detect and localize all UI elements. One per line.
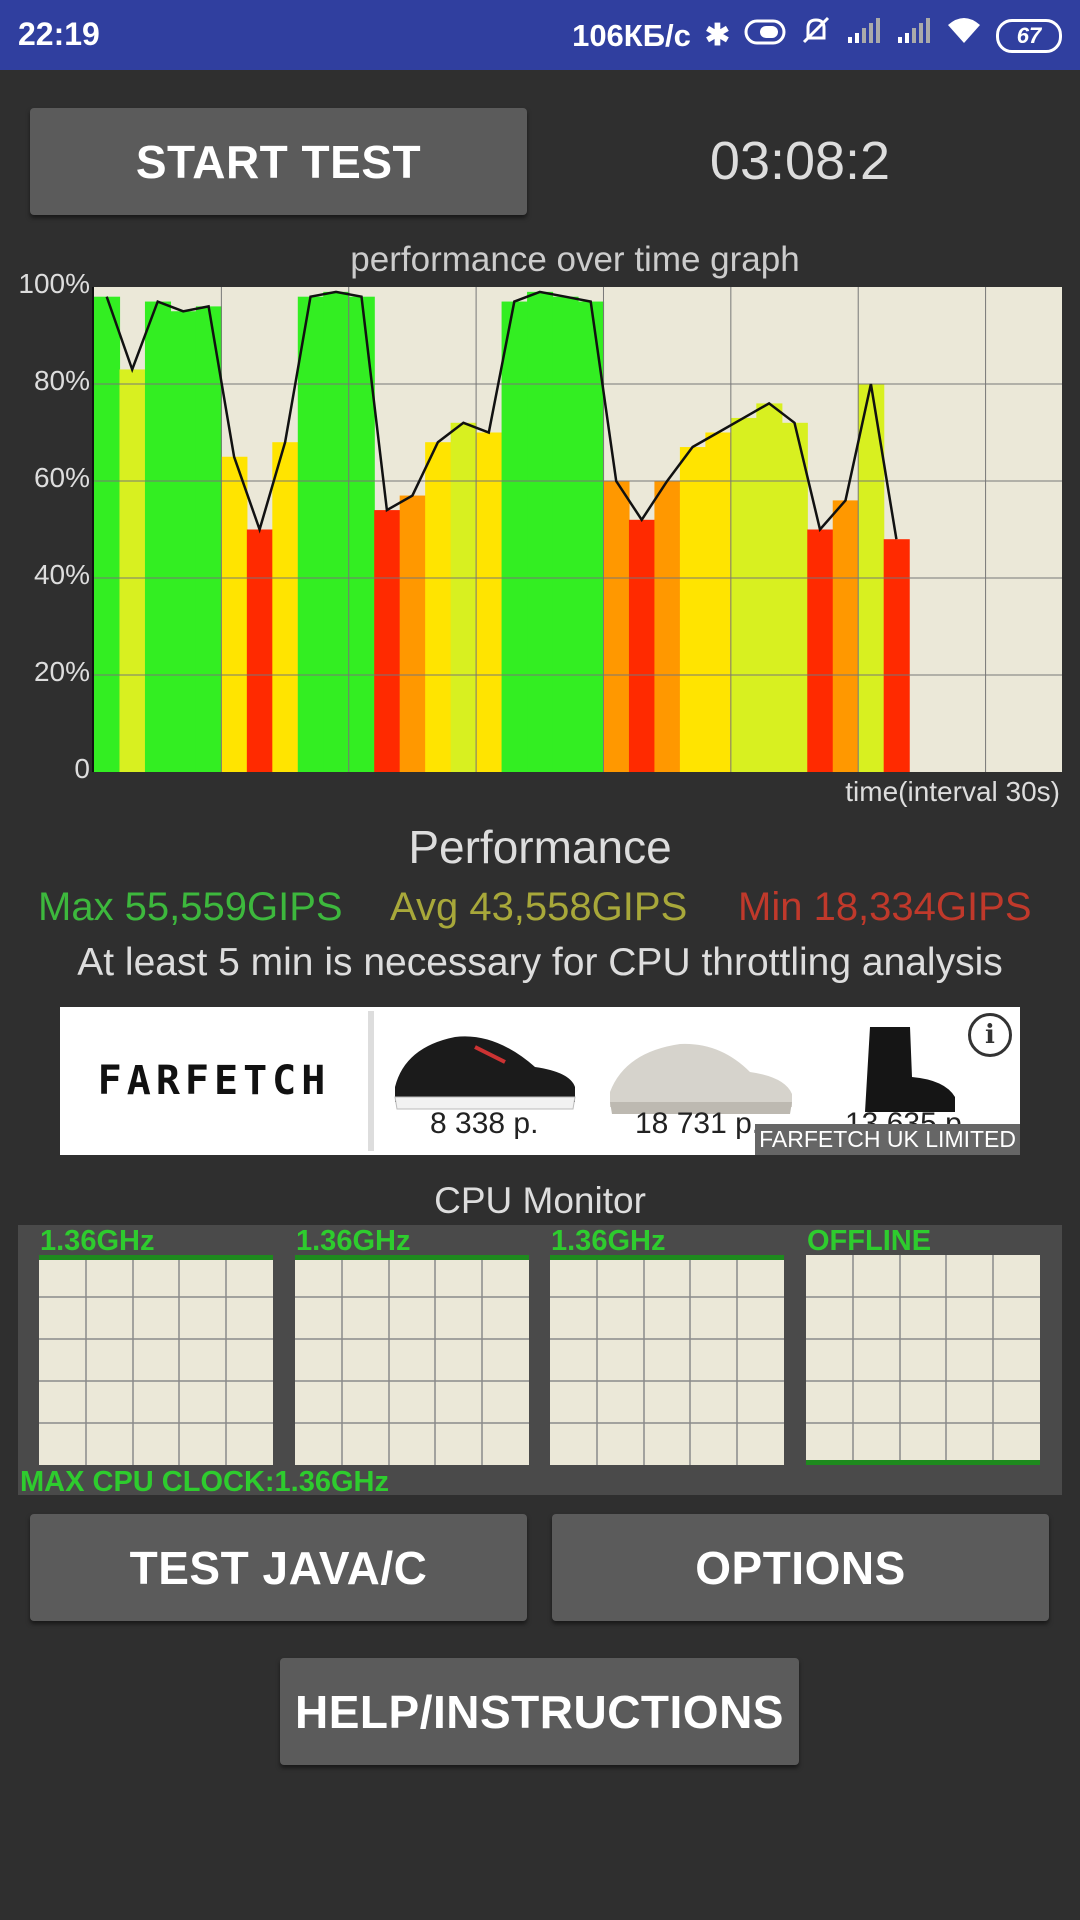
- core-graph: [806, 1255, 1040, 1465]
- shoe-image: [394, 1036, 576, 1110]
- info-icon[interactable]: i: [968, 1013, 1012, 1057]
- performance-title: Performance: [408, 821, 672, 873]
- performance-bar: [144, 301, 172, 772]
- status-time: 22:19: [18, 16, 100, 52]
- performance-bar: [552, 296, 579, 772]
- performance-chart-svg: [92, 287, 1062, 772]
- core-graph: [550, 1255, 784, 1465]
- test-java-c-button[interactable]: TEST JAVA/C: [30, 1514, 527, 1621]
- performance-bar: [170, 311, 197, 772]
- performance-bar: [94, 296, 121, 772]
- ad-price: 8 338 р.: [430, 1107, 539, 1140]
- performance-bar: [578, 301, 605, 772]
- performance-line: [105, 290, 898, 540]
- performance-bar: [119, 369, 146, 772]
- performance-bar: [297, 296, 324, 772]
- boot-image: [865, 1027, 955, 1112]
- y-tick-label: 0: [74, 753, 90, 784]
- ad-divider: [368, 1011, 374, 1151]
- graph-title: performance over time graph: [350, 240, 800, 279]
- core-graph: [39, 1255, 273, 1465]
- shoe-image: [610, 1043, 792, 1114]
- ad-advertiser: FARFETCH UK LIMITED: [755, 1124, 1020, 1155]
- y-tick-label: 100%: [18, 268, 90, 299]
- performance-bar: [399, 495, 426, 772]
- test-timer: 03:08:2: [709, 131, 891, 191]
- performance-bar: [272, 442, 299, 772]
- battery-icon: 67: [996, 18, 1062, 53]
- core-graph-grid: [295, 1255, 529, 1465]
- status-bar: 22:19 106КБ/с ✱ 67: [0, 0, 1080, 70]
- performance-bar: [679, 447, 706, 772]
- ad-price: 18 731 р.: [635, 1107, 761, 1140]
- avg-gips: Avg 43,558GIPS: [390, 885, 688, 929]
- bluetooth-icon: ✱: [704, 18, 730, 52]
- options-button[interactable]: OPTIONS: [552, 1514, 1049, 1621]
- x-axis-label: time(interval 30s): [845, 776, 1060, 807]
- core-frequency: 1.36GHz: [551, 1225, 666, 1257]
- performance-bar: [450, 422, 477, 772]
- performance-bar: [501, 301, 528, 772]
- signal-icon: [896, 16, 932, 56]
- performance-bar: [425, 442, 452, 772]
- network-speed: 106КБ/с: [572, 17, 691, 53]
- performance-bar: [756, 403, 783, 772]
- performance-bar: [781, 422, 808, 772]
- graph-grid: [92, 287, 1062, 772]
- ad-banner[interactable]: FARFETCH 8 338 р. 18 731 р. 13 635 р. i …: [60, 1007, 1020, 1155]
- toggle-icon: [744, 16, 786, 56]
- core-graph-grid: [39, 1255, 273, 1465]
- cpu-monitor-title: CPU Monitor: [434, 1180, 646, 1221]
- performance-bar: [221, 456, 248, 772]
- performance-bar: [603, 481, 630, 772]
- wifi-icon: [946, 15, 982, 56]
- start-test-button[interactable]: START TEST: [30, 108, 527, 215]
- performance-bar: [832, 500, 859, 772]
- performance-bar: [374, 510, 401, 772]
- performance-bar: [476, 432, 503, 772]
- performance-bar: [883, 539, 910, 772]
- core-status: OFFLINE: [807, 1225, 932, 1257]
- help-instructions-button[interactable]: HELP/INSTRUCTIONS: [280, 1658, 799, 1765]
- y-tick-label: 20%: [33, 656, 90, 687]
- core-frequency: 1.36GHz: [40, 1225, 155, 1257]
- performance-bar: [654, 481, 681, 772]
- performance-bar: [323, 291, 350, 772]
- ad-brand-logo: FARFETCH: [97, 1058, 331, 1104]
- mute-icon: [800, 14, 832, 57]
- performance-bar: [195, 306, 222, 772]
- max-gips: Max 55,559GIPS: [38, 885, 343, 929]
- throttling-note: At least 5 min is necessary for CPU thro…: [77, 941, 1003, 984]
- performance-bar: [628, 519, 656, 772]
- min-gips: Min 18,334GIPS: [738, 885, 1032, 929]
- core-frequency: 1.36GHz: [296, 1225, 411, 1257]
- signal-icon: [846, 16, 882, 56]
- y-tick-label: 60%: [33, 462, 90, 493]
- status-icons: 106КБ/с ✱ 67: [572, 14, 1062, 57]
- performance-bar: [705, 432, 732, 772]
- performance-graph: [92, 287, 1062, 772]
- max-cpu-clock: MAX CPU CLOCK:1.36GHz: [20, 1466, 389, 1498]
- y-tick-label: 40%: [33, 559, 90, 590]
- core-graph-grid: [806, 1255, 1040, 1465]
- core-graph-grid: [550, 1255, 784, 1465]
- performance-bar: [807, 529, 834, 772]
- performance-bar: [730, 417, 757, 772]
- performance-bar: [246, 529, 273, 772]
- y-tick-label: 80%: [33, 365, 90, 396]
- core-graph: [295, 1255, 529, 1465]
- performance-bar: [527, 291, 554, 772]
